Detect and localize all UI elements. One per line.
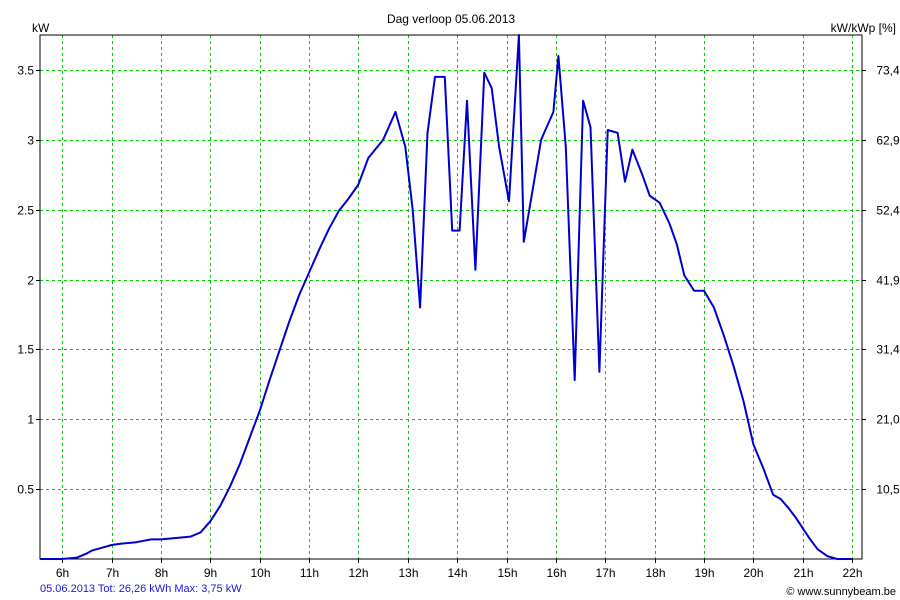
x-tick-label: 11h [300,566,319,580]
y-tick-label-right: 21,0 [876,413,900,427]
footer-summary: 05.06.2013 Tot: 26,26 kWh Max: 3,75 kW [40,583,242,595]
x-tick-label: 8h [155,566,168,580]
y-axis-right-label: kW/kWp [%] [831,21,896,35]
x-tick-label: 19h [694,566,714,580]
plot-frame [39,34,863,560]
y-axis-left: 0.5 1 1.5 2 2.5 3 3.5 [17,64,40,497]
x-tick-label: 9h [204,566,217,580]
y-tick-label-right: 52,4 [876,204,900,218]
x-tick-label: 20h [743,566,763,580]
x-tick-label: 15h [497,566,517,580]
chart-title: Dag verloop 05.06.2013 [387,12,515,26]
x-tick-label: 13h [398,566,418,580]
power-series-line [40,34,853,560]
y-tick-label-right: 31,4 [876,343,900,357]
x-tick-label: 7h [106,566,119,580]
footer-credit: © www.sunnybeam.be [786,586,896,598]
x-tick-label: 6h [56,566,69,580]
y-tick-label-left: 2 [27,274,34,288]
x-tick-label: 18h [645,566,665,580]
x-tick-label: 17h [595,566,615,580]
y-tick-label-left: 1.5 [17,343,34,357]
y-axis-right: 10,5 21,0 31,4 41,9 52,4 62,9 73,4 [862,64,900,497]
y-tick-label-right: 41,9 [876,274,900,288]
x-tick-label: 22h [842,566,862,580]
y-tick-label-right: 73,4 [876,64,900,78]
grid-lines [40,35,862,559]
y-tick-label-left: 3 [27,134,34,148]
x-tick-label: 16h [546,566,566,580]
x-axis: 6h 7h 8h 9h 10h 11h 12h 13h 14h 15h 16h 17h 18h 19h 20… [56,559,863,580]
y-tick-label-left: 3.5 [17,64,34,78]
x-tick-label: 14h [447,566,467,580]
y-tick-label-left: 1 [27,413,34,427]
x-tick-label: 21h [793,566,813,580]
y-tick-label-right: 10,5 [876,483,900,497]
y-axis-left-label: kW [32,21,50,35]
y-tick-label-right: 62,9 [876,134,900,148]
x-tick-label: 12h [348,566,368,580]
y-tick-label-left: 2.5 [17,204,34,218]
y-tick-label-left: 0.5 [17,483,34,497]
x-tick-label: 10h [250,566,270,580]
